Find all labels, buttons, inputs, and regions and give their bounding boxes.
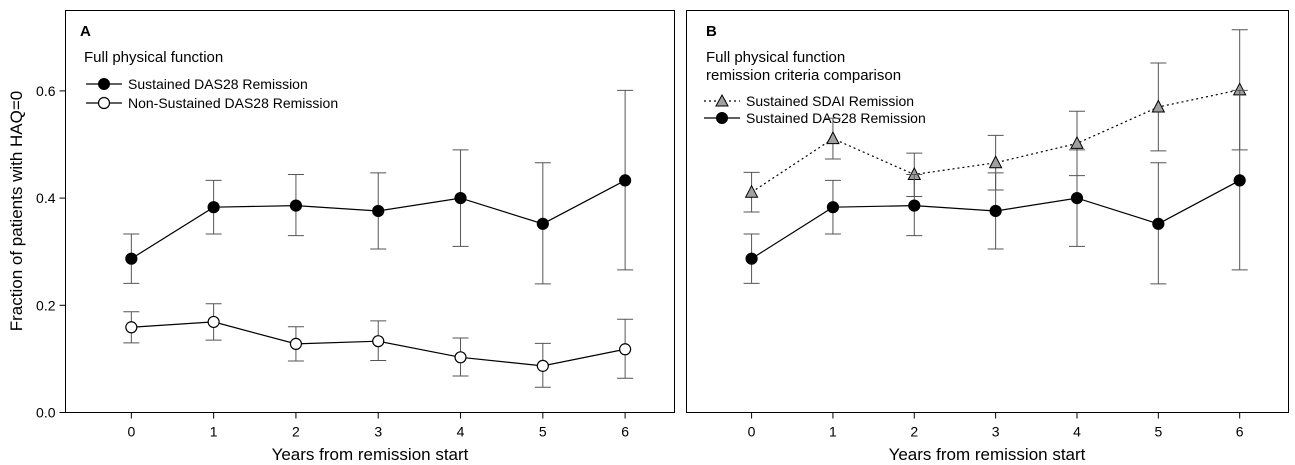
panel-a: A Full physical function Sustained DAS28…: [7, 10, 675, 464]
x-tick-label-a-1: 1: [210, 424, 218, 440]
panel-a-data: [123, 89, 634, 388]
panel-b-xlabel: Years from remission start: [889, 445, 1086, 464]
panel-b-data: [743, 29, 1248, 285]
data-point-b-0-0: [744, 184, 759, 198]
panel-a-axes: 0 1 2 3 4 5 6 0.0 0.2 0.4 0.6: [36, 83, 629, 440]
data-point-b-1-5: [1152, 217, 1165, 230]
legend-b-marker-das28: [716, 112, 728, 124]
data-point-a-0-3: [372, 204, 385, 218]
legend-a-text-nonsustained: Non-Sustained DAS28 Remission: [128, 95, 338, 111]
panel-a-frame: [65, 10, 675, 413]
panel-b-label: B: [706, 23, 717, 40]
x-tick-label-a-2: 2: [292, 424, 300, 440]
data-point-a-0-1: [207, 201, 220, 214]
y-tick-label-a-2: 0.4: [36, 190, 56, 206]
data-point-a-1-0: [125, 321, 138, 334]
data-point-b-1-6: [1233, 174, 1246, 187]
data-point-a-0-4: [454, 192, 467, 205]
data-point-b-0-5: [1151, 99, 1166, 113]
panel-b-subtitle-line1: Full physical function: [706, 49, 845, 66]
panel-a-label: A: [80, 23, 91, 40]
x-tick-label-a-6: 6: [621, 424, 629, 440]
x-tick-label-b-1: 1: [829, 424, 837, 440]
x-tick-label-b-2: 2: [910, 424, 918, 440]
series-a-1: [123, 303, 634, 388]
x-tick-label-a-3: 3: [374, 424, 382, 440]
data-point-b-0-1: [826, 131, 840, 145]
data-point-b-1-4: [1070, 192, 1084, 205]
data-point-a-1-3: [372, 335, 385, 348]
panel-a-subtitle: Full physical function: [84, 49, 223, 66]
x-tick-label-a-5: 5: [539, 424, 547, 440]
legend-a-marker-sustained: [98, 78, 110, 90]
y-axis-label: Fraction of patients with HAQ=0: [7, 91, 26, 331]
data-point-a-0-0: [125, 252, 138, 265]
data-point-a-1-1: [207, 315, 220, 329]
series-b-0: [743, 29, 1248, 213]
panel-b-frame: [686, 10, 1289, 413]
x-tick-label-a-4: 4: [457, 424, 465, 440]
panel-b-subtitle-line2: remission criteria comparison: [706, 67, 901, 84]
y-tick-label-a-0: 0.0: [36, 405, 56, 421]
data-point-a-1-2: [289, 337, 303, 350]
data-point-b-1-3: [989, 204, 1002, 218]
x-tick-label-b-4: 4: [1073, 424, 1081, 440]
panel-b: B Full physical function remission crite…: [686, 10, 1289, 464]
x-tick-label-b-6: 6: [1236, 424, 1244, 440]
data-point-a-0-5: [536, 217, 549, 230]
y-tick-label-a-3: 0.6: [36, 83, 56, 99]
legend-a-marker-nonsustained: [97, 96, 111, 110]
data-point-a-0-2: [289, 199, 303, 212]
x-tick-label-b-3: 3: [992, 424, 1000, 440]
data-point-b-1-2: [908, 199, 921, 212]
data-point-b-1-0: [745, 252, 758, 265]
data-point-a-0-6: [619, 174, 632, 187]
x-tick-label-a-0: 0: [127, 424, 135, 440]
series-a-0: [123, 89, 634, 285]
data-point-b-0-3: [988, 155, 1003, 169]
legend-b-text-sdai: Sustained SDAI Remission: [746, 93, 914, 109]
legend-b-marker-sdai: [715, 93, 729, 107]
panel-a-xlabel: Years from remission start: [272, 445, 469, 464]
y-tick-label-a-1: 0.2: [36, 297, 56, 313]
x-tick-label-b-0: 0: [748, 424, 756, 440]
data-point-a-1-5: [536, 359, 549, 372]
data-point-b-0-4: [1070, 135, 1084, 149]
panel-a-legend: Sustained DAS28 Remission Non-Sustained …: [86, 76, 338, 111]
legend-a-text-sustained: Sustained DAS28 Remission: [128, 76, 308, 92]
data-point-a-1-4: [454, 351, 467, 364]
data-point-b-1-1: [826, 201, 840, 214]
series-b-1: [743, 89, 1248, 285]
data-point-a-1-6: [619, 343, 632, 356]
x-tick-label-b-5: 5: [1154, 424, 1162, 440]
panel-b-axes: 0 1 2 3 4 5 6: [748, 412, 1244, 440]
panel-b-legend: Sustained SDAI Remission Sustained DAS28…: [704, 93, 926, 126]
